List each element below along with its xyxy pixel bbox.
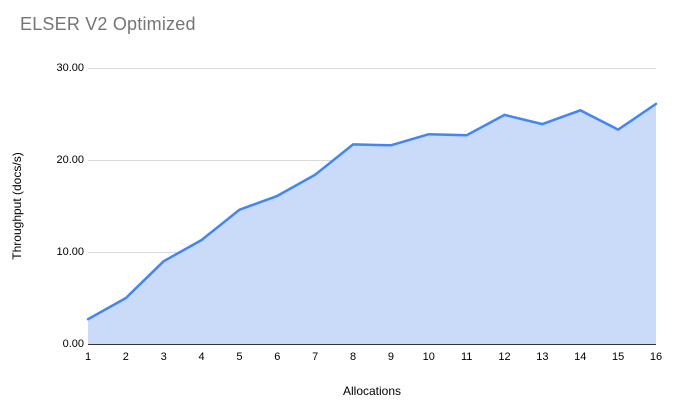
x-tick-label: 9 (387, 351, 394, 363)
x-axis-ticks: 1 2 3 4 5 6 7 8 9 10 11 12 13 14 15 16 (84, 351, 662, 365)
area-chart-svg (86, 102, 658, 345)
x-tick-label: 6 (274, 351, 281, 363)
x-tick-label: 11 (460, 351, 473, 363)
x-axis-baseline (88, 344, 656, 345)
x-tick-label: 15 (612, 351, 625, 363)
x-tick-label: 13 (536, 351, 549, 363)
series-area-fill (88, 103, 656, 345)
x-tick-label: 16 (649, 351, 663, 363)
x-tick-label: 3 (160, 351, 167, 363)
x-tick-label: 12 (498, 351, 511, 363)
x-tick-label: 7 (312, 351, 319, 363)
y-tick-label: 0.00 (62, 338, 84, 350)
x-tick-label: 14 (574, 351, 587, 363)
x-tick-label: 10 (422, 351, 435, 363)
x-axis-title: Allocations (342, 384, 402, 398)
gridline (88, 68, 656, 69)
series-line (86, 102, 658, 321)
x-tick-label: 2 (122, 351, 129, 363)
x-tick-label: 5 (236, 351, 243, 363)
x-tick-label: 8 (350, 351, 357, 363)
plot-area (86, 68, 658, 345)
chart-title: ELSER V2 Optimized (20, 14, 196, 34)
y-tick-label: 30.00 (56, 62, 84, 74)
y-tick-label: 10.00 (56, 246, 84, 258)
y-tick-label: 20.00 (56, 154, 84, 166)
x-tick-label: 4 (198, 351, 205, 363)
x-tick-label: 1 (84, 351, 92, 363)
y-axis-ticks: 0.00 10.00 20.00 30.00 (0, 62, 84, 350)
